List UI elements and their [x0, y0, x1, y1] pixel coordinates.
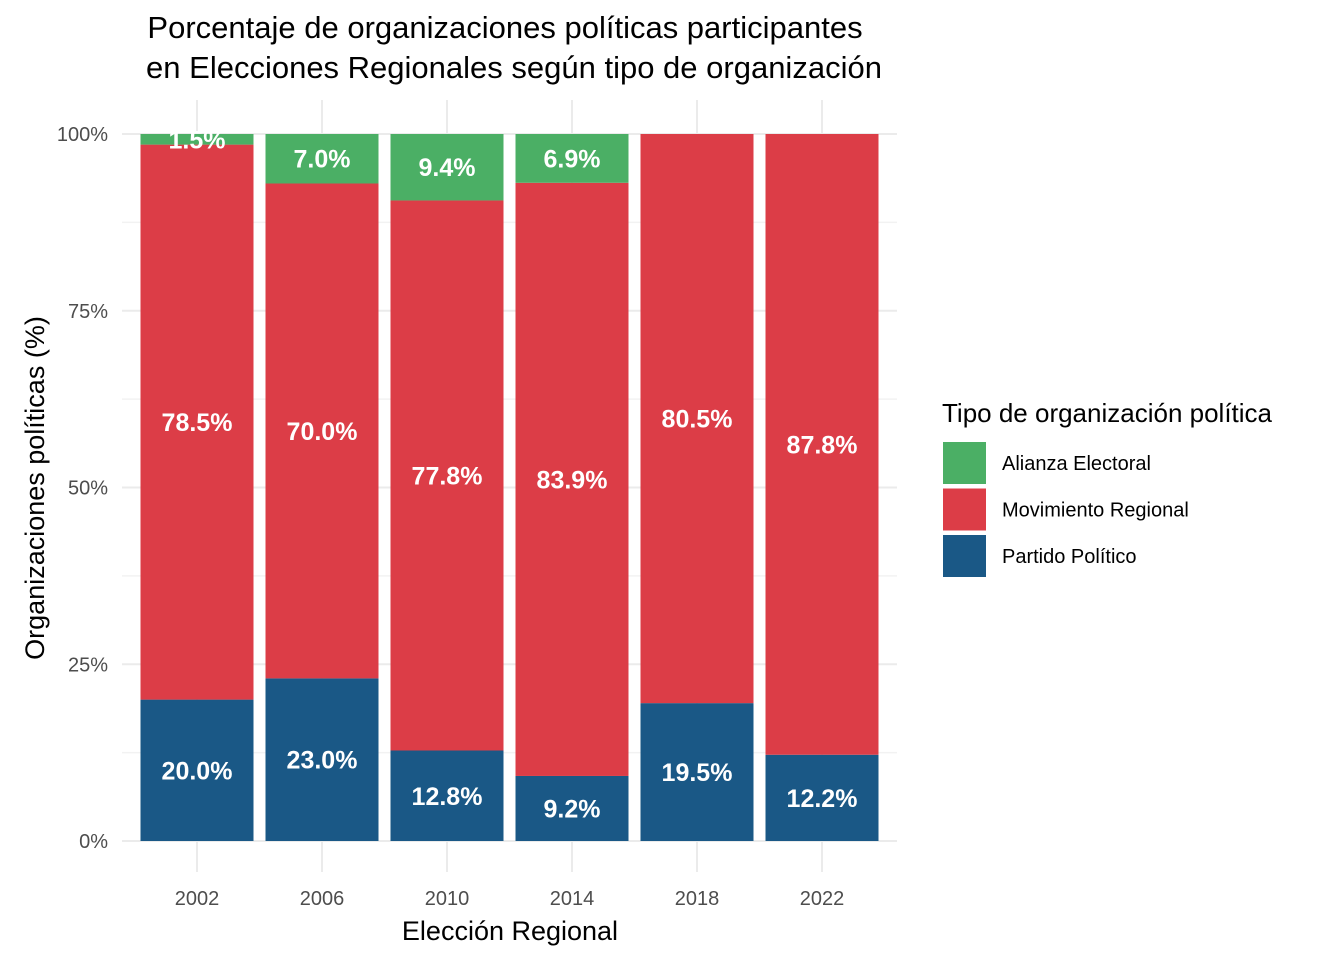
legend-title: Tipo de organización política — [942, 398, 1273, 428]
bar-segment — [390, 200, 504, 751]
bar-segment — [765, 134, 879, 755]
data-label: 12.8% — [412, 783, 483, 811]
data-label: 20.0% — [162, 757, 233, 785]
chart-title: Porcentaje de organizaciones políticas p… — [146, 10, 882, 85]
bar-segment — [265, 134, 379, 184]
legend-label: Alianza Electoral — [1002, 453, 1151, 475]
data-label: 83.9% — [537, 466, 608, 494]
x-axis-title: Elección Regional — [402, 916, 618, 946]
data-label: 80.5% — [662, 406, 733, 434]
data-label: 19.5% — [662, 759, 733, 787]
bar-segment — [765, 754, 879, 841]
x-tick-label: 2022 — [800, 888, 845, 910]
bar-segment — [640, 703, 754, 841]
x-tick-label: 2006 — [300, 888, 345, 910]
bars — [140, 134, 879, 841]
data-label: 23.0% — [287, 747, 358, 775]
legend: Tipo de organización política Alianza El… — [942, 398, 1273, 577]
y-axis-title: Organizaciones políticas (%) — [20, 316, 50, 660]
chart-title-line-1: Porcentaje de organizaciones políticas p… — [147, 10, 862, 45]
bar-segment — [140, 699, 254, 841]
bar-segment — [515, 182, 629, 776]
data-label: 7.0% — [294, 146, 351, 174]
chart-title-line-2: en Elecciones Regionales según tipo de o… — [146, 50, 882, 85]
bar-segment — [140, 144, 254, 700]
legend-label: Movimiento Regional — [1002, 500, 1189, 522]
data-label: 77.8% — [412, 462, 483, 490]
bar-labels: 20.0% 78.5% 1.5% 23.0% 70.0% 7.0% 12.8% 77.8% 9.… — [162, 126, 858, 823]
bar-segment — [640, 134, 754, 704]
data-label: 9.4% — [419, 154, 476, 182]
data-label: 12.2% — [787, 785, 858, 813]
y-tick-label: 0% — [79, 831, 108, 853]
bar-segment — [140, 134, 254, 145]
legend-key — [943, 442, 986, 484]
data-label: 9.2% — [544, 795, 601, 823]
y-tick-label: 75% — [68, 301, 108, 323]
x-tick-label: 2002 — [175, 888, 220, 910]
data-label: 87.8% — [787, 431, 858, 459]
legend-key — [943, 535, 986, 577]
data-label: 78.5% — [162, 409, 233, 437]
legend-key — [943, 488, 986, 531]
bar-segment — [390, 750, 504, 841]
y-tick-label: 25% — [68, 654, 108, 676]
data-label: 70.0% — [287, 418, 358, 446]
bar-segment — [515, 775, 629, 841]
bar-segment — [265, 183, 379, 679]
y-tick-label: 100% — [57, 124, 108, 146]
axes: 0% 25% 50% 75% 100% 2002 2006 2010 2014 2018 2022 — [57, 124, 844, 910]
bar-segment — [265, 678, 379, 841]
data-label: 1.5% — [169, 126, 226, 154]
x-tick-label: 2014 — [550, 888, 595, 910]
y-tick-label: 50% — [68, 478, 108, 500]
bar-segment — [390, 134, 504, 201]
legend-label: Partido Político — [1002, 546, 1137, 568]
bar-segment — [515, 134, 629, 183]
x-tick-label: 2018 — [675, 888, 720, 910]
x-tick-label: 2010 — [425, 888, 470, 910]
data-label: 6.9% — [544, 145, 601, 173]
